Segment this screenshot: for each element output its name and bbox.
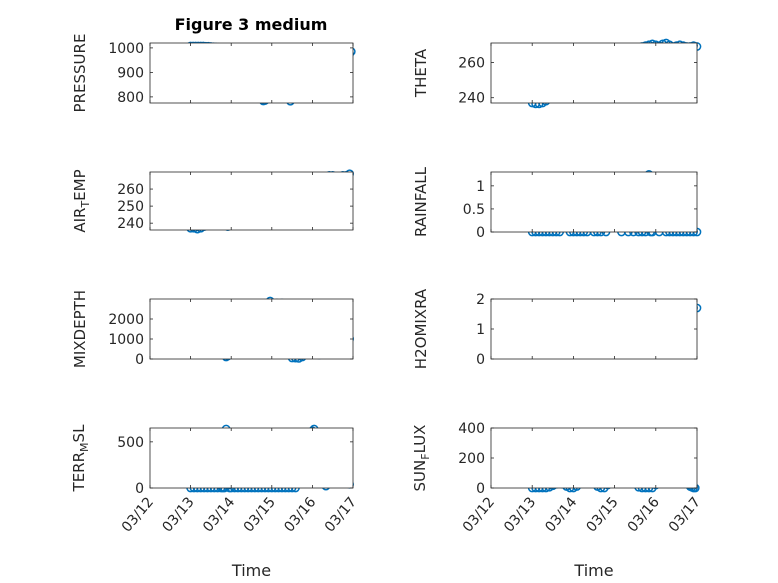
y-tick-label: 0.5 <box>463 202 485 218</box>
x-axis-label: Time <box>573 561 613 580</box>
y-tick-label: 1 <box>476 179 485 195</box>
y-axis-label: SUNFLUX <box>411 425 432 492</box>
y-tick-label: 0 <box>476 352 485 368</box>
axes-mixdepth: 0 1000 2000 MIXDEPTH <box>71 290 354 368</box>
y-tick-label: 900 <box>117 65 144 81</box>
y-tick-label: 0 <box>135 481 144 497</box>
y-tick-label: 240 <box>458 91 485 107</box>
y-tick-label: 260 <box>458 55 485 71</box>
y-tick-label: 0 <box>476 225 485 241</box>
axis-frame <box>149 171 354 231</box>
y-axis-label: MIXDEPTH <box>71 290 89 368</box>
y-tick-label: 0 <box>476 481 485 497</box>
y-tick-label: 2 <box>476 292 485 308</box>
axis-frame <box>490 42 698 104</box>
y-tick-label: 250 <box>117 199 144 215</box>
y-axis-label: AIRTEMP <box>71 169 92 232</box>
y-tick-label: 1000 <box>108 41 144 57</box>
axis-frame <box>490 427 698 489</box>
y-tick-label: 500 <box>117 435 144 451</box>
y-tick-label: 400 <box>458 421 485 437</box>
y-tick-label: 200 <box>458 451 485 467</box>
axes-h2omixra: 0 1 2 H2OMIXRA <box>412 288 702 369</box>
y-tick-label: 1 <box>476 322 485 338</box>
y-axis-label: THETA <box>412 48 430 98</box>
y-tick-label: 1000 <box>108 332 144 348</box>
y-axis-label: RAINFALL <box>412 166 430 237</box>
axes-theta: 240 260 THETA <box>412 38 702 109</box>
axis-frame <box>490 298 698 360</box>
figure-title: Figure 3 medium <box>175 15 328 34</box>
y-tick-label: 0 <box>135 352 144 368</box>
y-axis-label: PRESSURE <box>71 34 89 113</box>
y-tick-label: 240 <box>117 216 144 232</box>
axes-rainfall: 0 0.5 1 RAINFALL <box>412 166 702 241</box>
axis-frame <box>149 298 354 360</box>
y-tick-label: 260 <box>117 182 144 198</box>
axis-frame <box>149 42 354 104</box>
x-axis-label: Time <box>231 561 271 580</box>
y-axis-label: H2OMIXRA <box>412 288 430 369</box>
axis-frame <box>149 427 354 489</box>
axis-frame <box>490 171 698 233</box>
y-tick-label: 800 <box>117 90 144 106</box>
axes-pressure: 800 900 1000 PRESSURE <box>71 34 356 113</box>
y-axis-label: TERRMSL <box>70 424 91 493</box>
y-tick-label: 2000 <box>108 312 144 328</box>
